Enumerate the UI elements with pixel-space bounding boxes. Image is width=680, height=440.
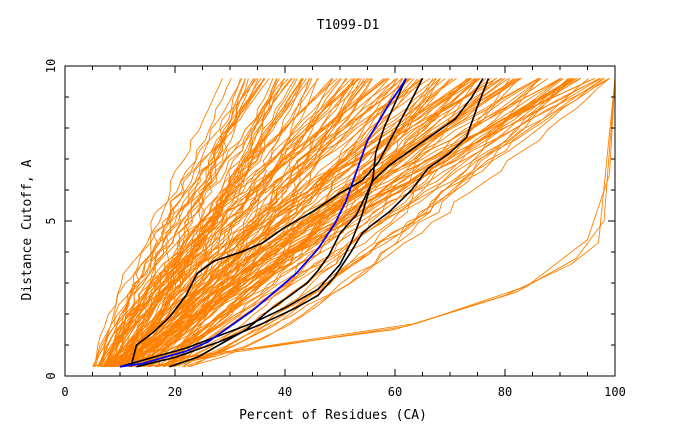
model-line [106,78,255,367]
x-tick-label: 100 [604,385,626,399]
highlighted-model-line [136,78,490,368]
model-line [125,78,562,368]
chart-title: T1099-D1 [317,18,380,33]
x-tick-label: 60 [388,385,402,399]
x-tick-label: 40 [278,385,292,399]
x-axis: 0 20 40 60 80 100 [61,66,626,399]
model-line [156,78,610,368]
model-line [108,78,389,367]
model-line [93,78,258,367]
model-line [121,77,595,367]
x-tick-label: 20 [168,385,182,399]
model-line [122,78,412,367]
model-line [170,78,540,367]
model-line [132,78,356,367]
model-line [92,78,232,367]
best-model-line [119,77,407,368]
highlighted-model-line [130,78,424,367]
model-line [93,78,266,367]
model-line [116,78,338,367]
model-line [187,78,571,368]
model-line [138,78,404,367]
model-line [115,78,286,367]
model-line [102,78,502,367]
y-tick-label: 10 [44,59,58,73]
y-tick-label: 5 [44,217,58,224]
model-line [147,78,471,368]
model-line [125,78,353,367]
x-tick-label: 80 [498,385,512,399]
model-line [190,78,604,368]
model-line [164,78,571,368]
model-line [137,78,589,368]
model-line [122,77,595,367]
model-line [108,78,616,368]
y-tick-label: 0 [44,372,58,379]
model-line [114,78,616,368]
x-tick-label: 0 [61,385,68,399]
model-line [110,78,470,367]
model-line [164,78,582,367]
highlighted-model-line [119,78,407,368]
model-line [99,78,431,367]
model-line [93,78,224,367]
model-line [126,78,457,367]
y-axis-label: Distance Cutoff, A [20,159,35,300]
model-line [99,78,411,367]
y-axis: 0 5 10 [44,59,615,380]
model-line [162,78,479,368]
model-line [178,78,517,367]
x-axis-label: Percent of Residues (CA) [239,408,427,423]
model-line [137,78,476,367]
model-line [101,78,424,368]
model-line [109,78,576,368]
model-line [107,78,477,367]
plot-area [92,77,616,368]
model-line [97,78,293,367]
highlighted-model-line [169,77,484,368]
model-line [103,78,347,368]
model-line [105,78,262,367]
model-line [172,78,610,368]
